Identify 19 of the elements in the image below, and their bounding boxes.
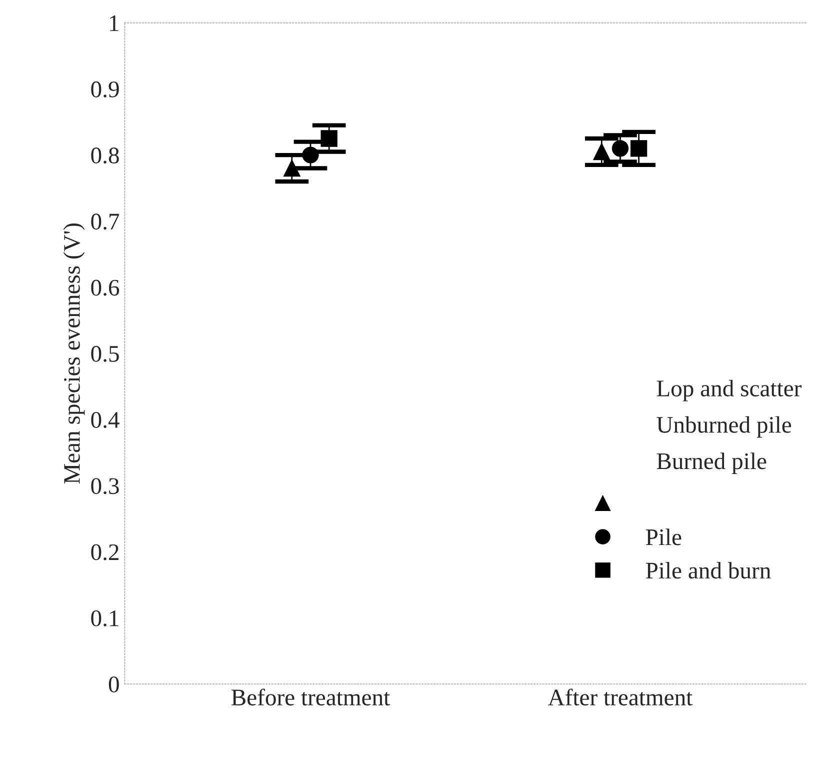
y-tick-label: 0.8	[91, 148, 119, 164]
y-tick-label: 0.1	[91, 610, 118, 626]
annotation: Burned pile	[656, 452, 766, 474]
y-tick-label: 0.5	[91, 346, 119, 362]
x-tick-label: After treatment	[548, 688, 693, 706]
y-tick-label: 0.6	[91, 280, 120, 296]
y-tick-label: 0.4	[91, 412, 120, 428]
legend-label: Pile and burn	[646, 562, 771, 579]
annotation: Unburned pile	[656, 416, 792, 438]
annotation: Lop and scatter	[656, 380, 802, 402]
y-tick-label: 0.7	[91, 214, 120, 230]
y-tick-label: 0.2	[91, 544, 118, 560]
y-tick-label: 0	[108, 676, 119, 692]
y-axis-title: Mean species evenness (V')	[63, 223, 85, 484]
x-tick-label: Before treatment	[232, 688, 390, 706]
y-tick-label: 1	[110, 15, 118, 31]
y-tick-label: 0.3	[91, 478, 119, 494]
y-tick-label: 0.9	[91, 81, 119, 98]
legend-label: Pile	[646, 528, 682, 546]
